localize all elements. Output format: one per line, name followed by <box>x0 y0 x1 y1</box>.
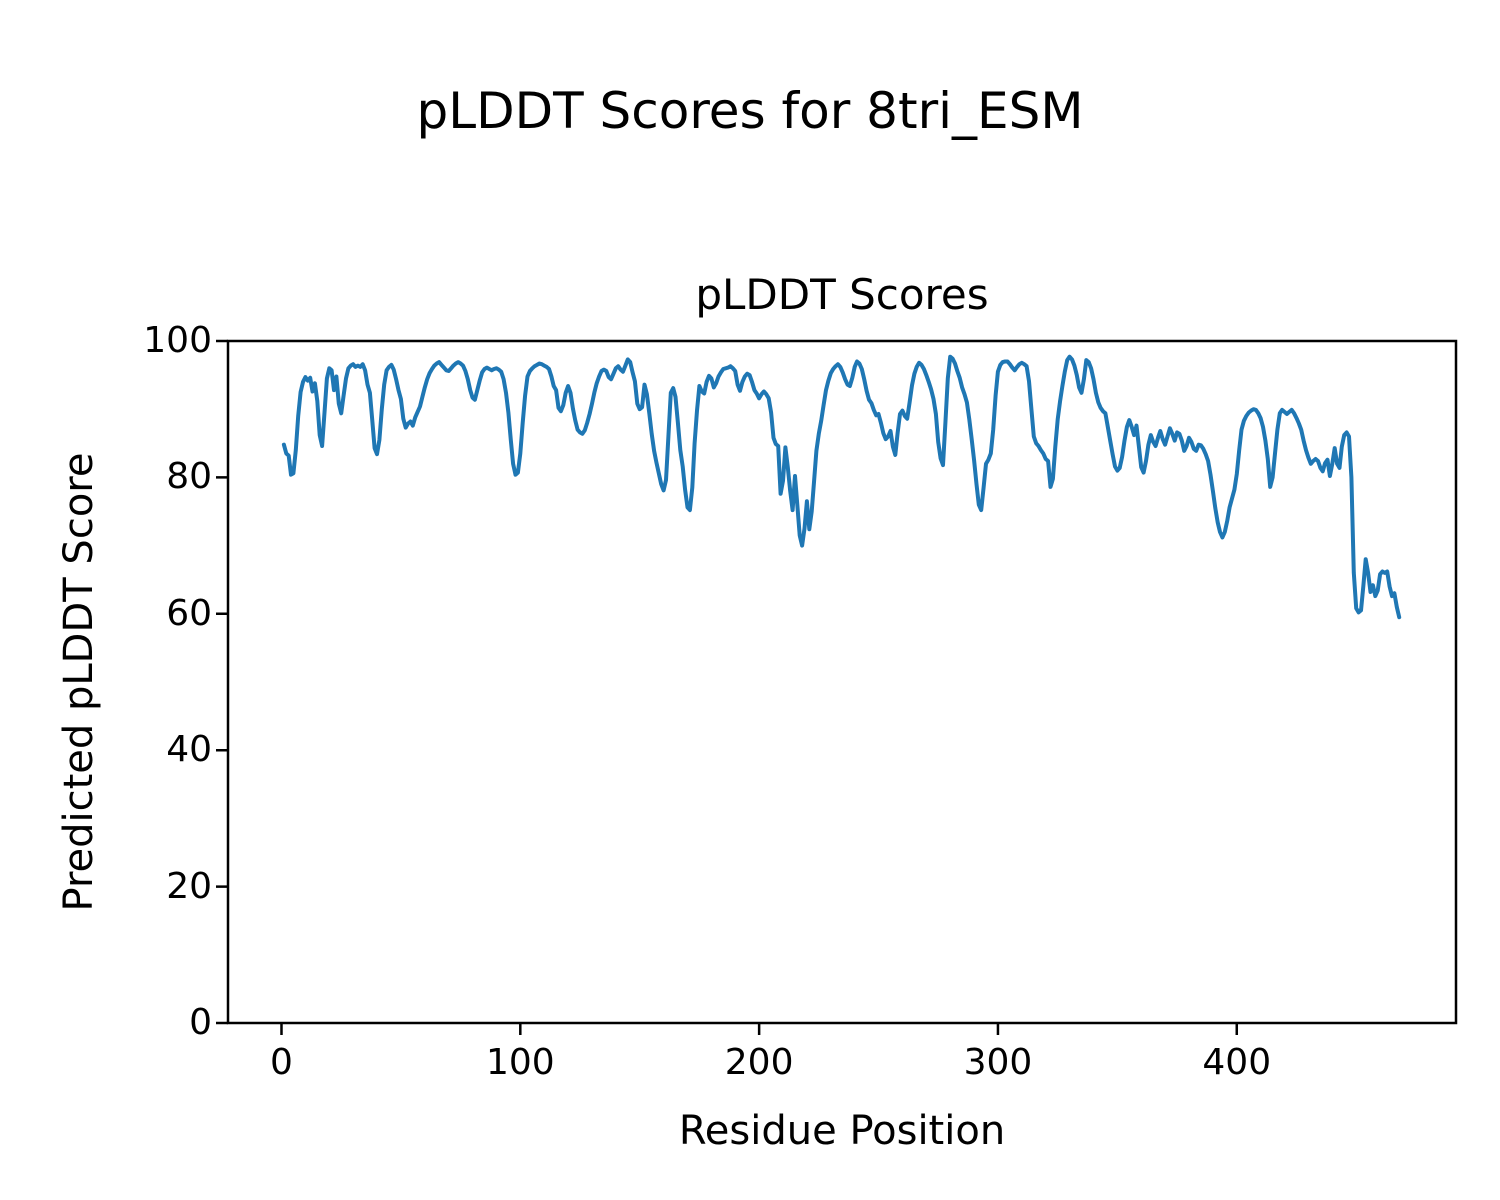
tick-marks <box>216 339 1239 1035</box>
y-tick-label: 60 <box>166 592 212 634</box>
figure-title: pLDDT Scores for 8tri_ESM <box>416 82 1084 140</box>
y-tick-label: 80 <box>166 456 212 498</box>
y-tick-label: 100 <box>143 320 212 361</box>
x-tick-label: 200 <box>724 1042 794 1083</box>
plddt-line-series <box>281 354 1402 620</box>
x-tick-label: 0 <box>270 1042 293 1083</box>
x-axis-label: Residue Position <box>678 1108 1006 1154</box>
y-axis-label: Predicted pLDDT Score <box>56 452 102 912</box>
axes-title: pLDDT Scores <box>695 270 989 319</box>
x-tick-label: 100 <box>485 1042 555 1083</box>
x-tick-label: 300 <box>963 1042 1033 1083</box>
y-tick-label: 40 <box>166 729 212 771</box>
x-tick-label: 400 <box>1202 1042 1272 1083</box>
axes-frame <box>226 339 1458 1025</box>
y-tick-label: 20 <box>166 865 212 907</box>
y-tick-label: 0 <box>189 1002 212 1043</box>
